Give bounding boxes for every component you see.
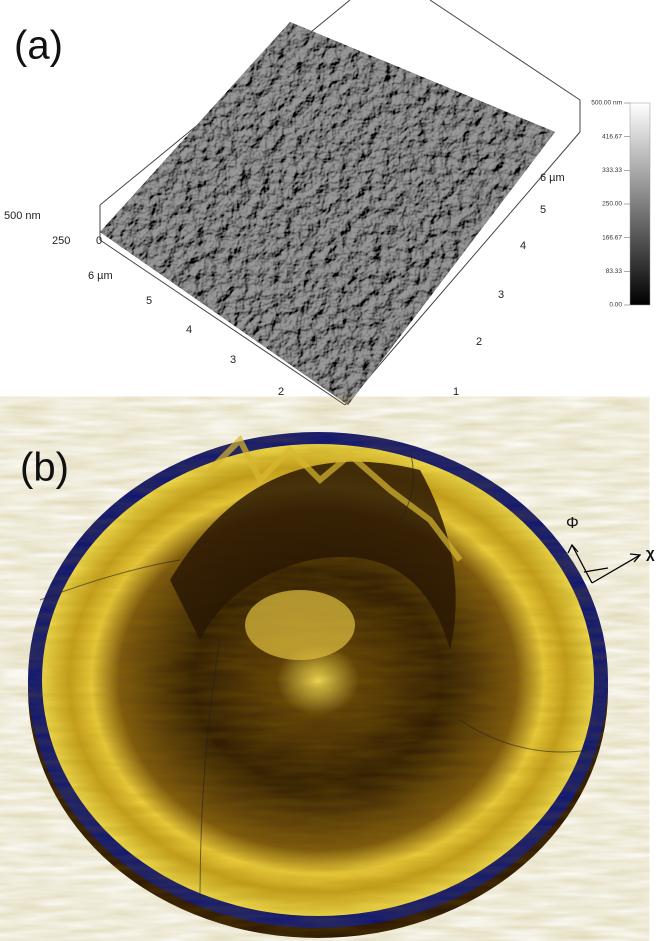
x-axis-unit: 6 µm [88, 270, 113, 282]
figure: (a) 500 nm 250 0 6 µm 5 4 3 2 6 µm 5 4 3 2 1 500.0… [0, 0, 663, 941]
y-tick: 1 [453, 386, 459, 398]
panel-b: (b) Φ χ [20, 432, 655, 938]
y-tick: 5 [540, 204, 546, 216]
z-tick: 250 [52, 235, 70, 247]
x-tick: 4 [186, 324, 192, 336]
y-tick: 2 [476, 336, 482, 348]
colorbar-tick-label: 250.00 [602, 201, 622, 208]
colorbar-tick-label: 166.67 [602, 234, 622, 241]
x-tick: 3 [230, 354, 236, 366]
panel-label: (b) [20, 446, 69, 490]
center-peak [245, 590, 355, 660]
axis-label: Φ [566, 515, 579, 532]
x-tick: 5 [146, 295, 152, 307]
x-tick: 2 [278, 386, 284, 398]
panel-a: (a) 500 nm 250 0 6 µm 5 4 3 2 6 µm 5 4 3 2 1 500.0… [4, 0, 650, 410]
colorbar-tick-label: 333.33 [602, 167, 622, 174]
colorbar-tick-label: 83.33 [606, 268, 623, 275]
y-tick: 3 [498, 289, 504, 301]
surface-texture [90, 15, 565, 410]
z-tick: 0 [96, 235, 102, 247]
z-axis-label: 500 nm [4, 210, 41, 222]
axis-label: χ [646, 545, 655, 562]
colorbar-tick-label: 500.00 nm [591, 100, 622, 107]
colorbar-tick-label: 0.00 [609, 302, 622, 309]
y-axis-unit: 6 µm [540, 172, 565, 184]
colorbar-tick-label: 416.67 [602, 133, 622, 140]
colorbar [630, 103, 650, 305]
y-tick: 4 [520, 240, 526, 252]
panel-label: (a) [14, 24, 63, 68]
